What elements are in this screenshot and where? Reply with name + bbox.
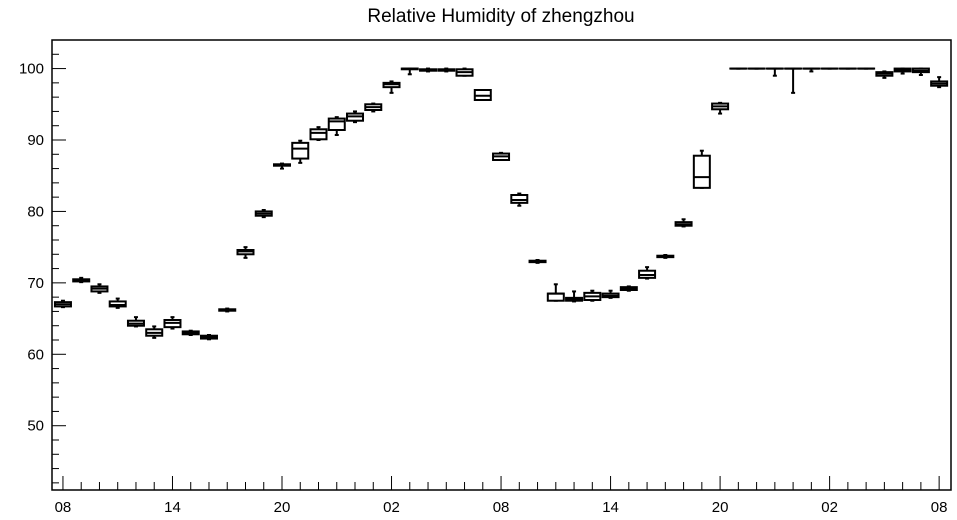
x-tick-label: 14: [602, 499, 619, 516]
box-28: [565, 290, 584, 303]
box-45: [875, 70, 894, 79]
x-tick-label: 08: [493, 499, 510, 516]
y-tick-label: 70: [27, 275, 44, 292]
box-15: [327, 116, 346, 136]
box-iqr: [692, 154, 711, 189]
box-36: [711, 101, 730, 115]
box-6: [163, 316, 182, 330]
box-25: [510, 192, 529, 207]
y-tick-label: 80: [27, 203, 44, 220]
box-40: [784, 67, 803, 94]
x-tick-label: 02: [821, 499, 838, 516]
box-3: [108, 297, 127, 309]
box-23: [473, 89, 492, 101]
box-12: [272, 162, 291, 170]
axes-layer: [51, 39, 952, 491]
box-34: [674, 218, 693, 228]
box-iqr: [108, 300, 127, 308]
box-8: [199, 334, 218, 341]
box-10: [236, 246, 255, 259]
ticks-layer: [52, 39, 940, 490]
box-13: [291, 139, 310, 164]
box-20: [419, 67, 438, 73]
box-18: [382, 80, 401, 94]
box-21: [437, 67, 456, 73]
plot-frame: [51, 39, 952, 491]
box-iqr: [309, 128, 328, 141]
x-tick-label: 08: [931, 499, 948, 516]
box-27: [546, 283, 565, 302]
box-16: [346, 110, 365, 124]
box-0: [53, 299, 72, 309]
box-22: [455, 67, 474, 77]
box-iqr: [327, 117, 346, 131]
box-29: [583, 289, 602, 302]
box-7: [181, 329, 200, 336]
y-tick-label: 90: [27, 132, 44, 149]
box-iqr: [291, 141, 310, 160]
box-5: [145, 325, 164, 339]
box-17: [364, 102, 383, 113]
box-32: [638, 266, 657, 280]
x-tick-label: 14: [164, 499, 181, 516]
box-2: [90, 283, 109, 294]
box-iqr: [510, 194, 529, 204]
box-19: [400, 67, 419, 76]
labels-layer: 50 60 70 80 90 100 08 14 20 02 08 14 20 02 08: [19, 61, 948, 516]
box-35: [692, 149, 711, 189]
box-31: [619, 285, 638, 292]
y-tick-label: 100: [19, 61, 44, 78]
box-41: [802, 67, 821, 73]
box-48: [930, 76, 949, 89]
y-tick-label: 60: [27, 346, 44, 363]
box-47: [911, 67, 930, 76]
box-33: [656, 254, 675, 259]
box-1: [72, 276, 91, 284]
x-tick-label: 08: [55, 499, 72, 516]
box-iqr: [546, 292, 565, 302]
box-30: [601, 289, 620, 299]
x-tick-label: 20: [274, 499, 291, 516]
box-11: [254, 209, 273, 219]
box-46: [893, 67, 912, 75]
box-26: [528, 259, 547, 264]
box-14: [309, 126, 328, 141]
chart-title: Relative Humidity of zhengzhou: [367, 6, 634, 27]
x-tick-label: 20: [712, 499, 729, 516]
box-9: [218, 307, 237, 313]
boxes-layer: [53, 67, 949, 341]
box-39: [765, 67, 784, 77]
x-tick-label: 02: [383, 499, 400, 516]
box-4: [126, 316, 145, 328]
box-24: [492, 151, 511, 161]
y-tick-label: 50: [27, 418, 44, 435]
